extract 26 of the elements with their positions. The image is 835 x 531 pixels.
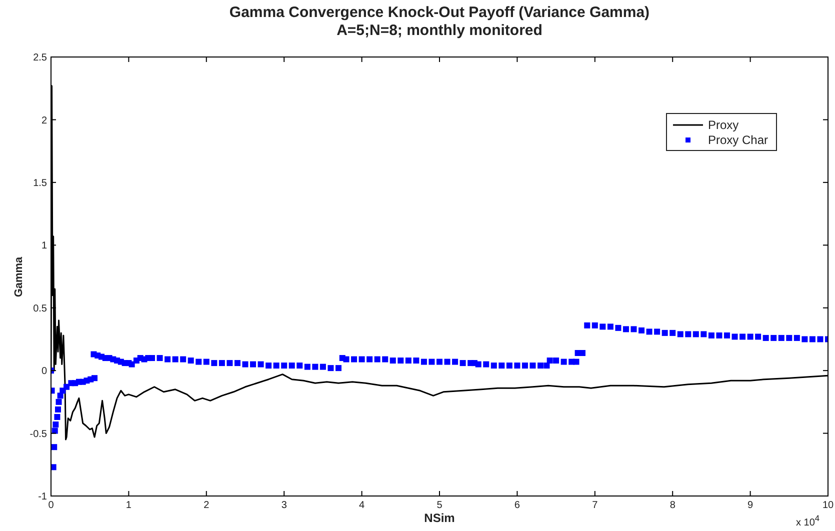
chart-title: Gamma Convergence Knock-Out Payoff (Variance Gamma) <box>228 4 651 22</box>
x-tick-label: 4 <box>359 500 366 512</box>
x-tick-label: 1 <box>126 500 132 512</box>
y-axis-title: Gamma <box>13 256 25 297</box>
legend-label: Proxy <box>708 118 739 132</box>
x-tick-label: 9 <box>748 500 754 512</box>
y-tick-label: 2.5 <box>33 52 48 64</box>
x-tick-label: 3 <box>281 500 288 512</box>
x-tick-label: 0 <box>48 500 54 512</box>
y-tick-label: -0.5 <box>30 428 48 440</box>
x-axis-title: NSim <box>424 511 455 525</box>
y-tick-label: -1 <box>38 492 48 503</box>
x-tick-label: 5 <box>436 500 443 512</box>
y-tick-label: 0 <box>41 366 48 378</box>
y-tick-label: 2 <box>41 115 48 126</box>
x-tick-label: 6 <box>514 500 520 512</box>
text: x 10$^{4}$ <box>796 513 820 528</box>
x-tick-label: 7 <box>592 500 598 512</box>
y-tick-label: 1.5 <box>33 178 48 189</box>
y-tick-label: 0.5 <box>33 303 48 314</box>
x-tick-label: 2 <box>204 500 210 512</box>
x-tick-label: 8 <box>670 500 676 512</box>
y-tick-label: 1 <box>41 240 48 252</box>
legend-label: Proxy Char <box>708 132 768 146</box>
x-tick-label: 10 <box>822 500 834 512</box>
chart-subtitle: A=5;N=8; monthly monitored <box>336 22 544 40</box>
